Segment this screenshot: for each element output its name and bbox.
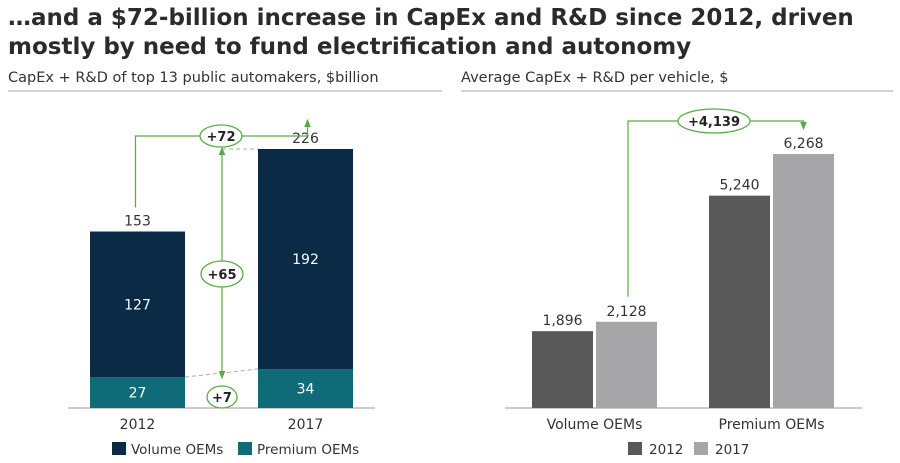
- bar-premium-oems-2017: [773, 154, 834, 408]
- label-premium-2012: 27: [129, 386, 147, 402]
- per-vehicle-change-bubble: [677, 108, 751, 134]
- legend-label-2012: 2012: [649, 442, 683, 458]
- bar-volume-oems-2012: [532, 331, 593, 408]
- premium-change-bubble: [206, 385, 238, 409]
- left-chart-title: CapEx + R&D of top 13 public automakers,…: [8, 70, 379, 86]
- tick-label-2017: 2017: [288, 417, 324, 433]
- bar-premium-oems-2012: [709, 195, 770, 408]
- left-annotations: +72 +65 +7: [134, 118, 311, 409]
- per-vehicle-change-label: +4,139: [688, 115, 740, 130]
- bar-premium-2017: [258, 369, 353, 408]
- page-title: …and a $72-billion increase in CapEx and…: [8, 5, 854, 60]
- legend-swatch-volume: [112, 442, 126, 455]
- right-chart-title: Average CapEx + R&D per vehicle, $: [461, 70, 728, 86]
- left-plot: 27 127 153 2012 34 192 226 2017: [68, 131, 375, 433]
- legend-label-premium: Premium OEMs: [257, 442, 359, 458]
- premium-change-label: +7: [212, 391, 232, 406]
- bar-volume-oems-2017: [596, 321, 657, 408]
- legend-swatch-2017: [694, 442, 708, 455]
- label-volume-2012: 127: [124, 297, 151, 313]
- bar-volume-2012: [90, 231, 185, 378]
- volume-change-label: +65: [208, 268, 237, 283]
- legend-label-2017: 2017: [715, 442, 749, 458]
- label-volume-2017: 192: [292, 252, 319, 268]
- label-premium-2017: 34: [297, 382, 315, 398]
- bar-premium-2012: [90, 377, 185, 408]
- tick-label-premium-oems: Premium OEMs: [719, 417, 825, 433]
- legend-swatch-2012: [628, 442, 642, 455]
- value-label-premium-oems-2012: 5,240: [719, 178, 759, 194]
- bar-volume-2017: [258, 149, 353, 370]
- legend-label-volume: Volume OEMs: [131, 442, 223, 458]
- tick-label-2012: 2012: [120, 417, 156, 433]
- label-total-2017: 226: [292, 131, 319, 147]
- value-label-volume-oems-2017: 2,128: [606, 304, 646, 320]
- right-plot: 1,896 2,128 Volume OEMs 5,240 6,268 Premium O…: [505, 136, 862, 433]
- right-annotations: +4,139: [627, 108, 807, 297]
- tick-label-volume-oems: Volume OEMs: [547, 417, 643, 433]
- volume-change-bubble: [200, 260, 244, 288]
- legend-swatch-premium: [238, 442, 252, 455]
- total-change-label: +72: [207, 130, 236, 145]
- value-label-premium-oems-2017: 6,268: [783, 136, 823, 152]
- value-label-volume-oems-2012: 1,896: [542, 313, 582, 329]
- label-total-2012: 153: [124, 214, 151, 230]
